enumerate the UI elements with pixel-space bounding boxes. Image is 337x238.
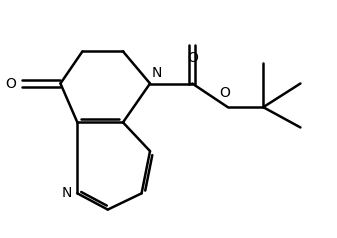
Text: O: O xyxy=(6,76,17,90)
Text: O: O xyxy=(219,86,230,100)
Text: N: N xyxy=(152,66,162,80)
Text: N: N xyxy=(62,186,72,200)
Text: O: O xyxy=(187,51,198,65)
